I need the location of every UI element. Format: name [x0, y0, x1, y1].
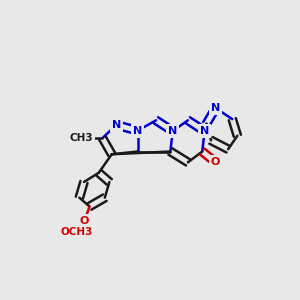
Text: N: N [133, 126, 142, 136]
Text: O: O [211, 158, 220, 167]
Text: N: N [112, 120, 121, 130]
Text: N: N [200, 126, 209, 136]
Text: N: N [211, 103, 220, 113]
Text: CH3: CH3 [70, 133, 93, 143]
Text: N: N [168, 126, 177, 136]
Text: OCH3: OCH3 [61, 227, 93, 237]
Text: O: O [80, 216, 89, 226]
